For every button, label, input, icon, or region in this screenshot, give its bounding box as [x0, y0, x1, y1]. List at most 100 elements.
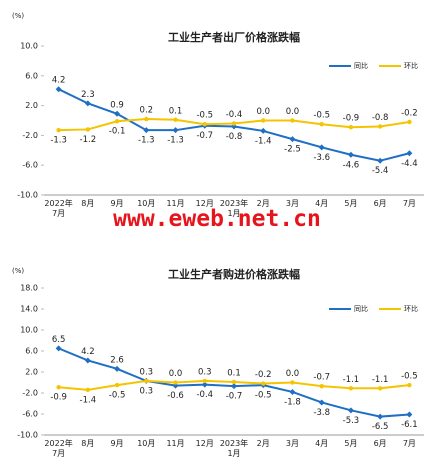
value-label: -4.4: [401, 159, 418, 169]
point: [114, 365, 121, 372]
value-label: 4.2: [52, 76, 66, 86]
point: [231, 383, 237, 390]
point: [347, 151, 354, 158]
y-tick-label: 14.0: [20, 305, 38, 314]
x-tick-label: 11月: [166, 439, 185, 448]
y-tick-label: -10.0: [17, 431, 38, 440]
value-label: -1.1: [343, 375, 360, 385]
value-label: -5.4: [372, 166, 389, 176]
point: [319, 122, 324, 127]
point: [202, 122, 207, 127]
x-tick-label: 5月: [344, 199, 358, 208]
point: [144, 116, 149, 122]
point: [114, 110, 121, 117]
x-tick-label: 2022年 7月: [44, 439, 73, 458]
chart-title: 工业生产者出厂价格涨跌幅: [168, 30, 300, 44]
value-label: 0.3: [198, 367, 212, 377]
y-axis-label: (%): [12, 12, 24, 20]
point: [172, 382, 179, 389]
point: [85, 127, 91, 132]
x-tick-label: 6月: [373, 439, 387, 448]
value-label: -0.5: [313, 111, 330, 121]
point: [377, 386, 383, 391]
x-tick-label: 7月: [402, 199, 416, 208]
value-label: 0.1: [227, 368, 241, 378]
value-label: -0.9: [343, 114, 360, 124]
y-tick-label: -6.0: [22, 161, 38, 170]
x-tick-label: 5月: [344, 439, 358, 448]
point: [201, 381, 208, 388]
value-label: 4.2: [81, 347, 95, 357]
point: [55, 345, 62, 352]
x-tick-label: 9月: [110, 439, 124, 448]
value-label: 6.5: [52, 335, 66, 345]
value-label: -0.7: [313, 373, 330, 383]
x-tick-label: 4月: [315, 199, 329, 208]
value-label: 0.0: [256, 107, 270, 117]
y-tick-label: 10.0: [20, 326, 38, 335]
y-tick-label: -2.0: [22, 131, 38, 140]
point: [56, 127, 61, 133]
value-label: -3.6: [313, 153, 330, 163]
point: [377, 157, 384, 164]
point: [56, 385, 61, 390]
point: [173, 380, 178, 385]
value-label: -0.7: [196, 131, 213, 141]
value-label: -5.3: [343, 416, 360, 426]
value-label: -0.7: [226, 392, 243, 402]
value-label: 0.0: [286, 369, 300, 379]
value-label: 0.3: [140, 386, 154, 396]
point: [173, 117, 178, 122]
x-tick-label: 7月: [402, 439, 416, 448]
value-label: -6.1: [401, 420, 418, 430]
point: [407, 382, 412, 388]
point: [319, 383, 324, 389]
value-label: -0.5: [109, 391, 126, 401]
point: [377, 124, 383, 129]
point: [144, 378, 149, 384]
x-tick-label: 4月: [315, 439, 329, 448]
y-tick-label: 10.0: [20, 42, 38, 51]
x-tick-label: 2月: [256, 439, 270, 448]
point: [377, 413, 384, 420]
y-tick-label: 18.0: [20, 284, 38, 293]
legend-label: 同比: [354, 61, 368, 70]
point: [114, 382, 120, 388]
x-tick-label: 3月: [285, 439, 299, 448]
point: [202, 378, 207, 384]
point: [261, 381, 266, 386]
y-tick-label: -10.0: [17, 191, 38, 200]
value-label: -1.4: [80, 395, 97, 405]
value-label: -1.3: [138, 136, 155, 146]
x-tick-label: 12月: [195, 439, 214, 448]
y-tick-label: 2.0: [25, 101, 38, 110]
value-label: -1.3: [167, 136, 184, 146]
x-tick-label: 2023年 1月: [219, 199, 249, 218]
value-label: -0.8: [226, 132, 243, 142]
value-label: -0.5: [196, 111, 213, 121]
y-tick-label: -6.0: [22, 410, 38, 419]
point: [347, 407, 354, 414]
point: [260, 127, 267, 134]
value-label: 0.1: [169, 106, 183, 116]
legend-label: 环比: [404, 304, 418, 313]
point: [289, 136, 296, 143]
x-tick-label: 2023年 1月: [219, 439, 249, 458]
point: [348, 125, 354, 130]
value-label: -4.6: [343, 160, 360, 170]
x-tick-label: 2月: [256, 199, 270, 208]
value-label: -1.2: [80, 135, 97, 145]
point: [406, 411, 413, 418]
value-label: 0.0: [286, 107, 300, 117]
value-label: 0.2: [140, 106, 154, 116]
legend-label: 同比: [354, 304, 368, 313]
point: [172, 127, 179, 134]
chart-title: 工业生产者购进价格涨跌幅: [168, 267, 300, 281]
value-label: -0.8: [372, 113, 389, 123]
x-tick-label: 8月: [81, 439, 95, 448]
point: [231, 121, 237, 126]
point: [348, 386, 354, 391]
y-tick-label: 2.0: [25, 368, 38, 377]
x-tick-label: 10月: [137, 439, 156, 448]
